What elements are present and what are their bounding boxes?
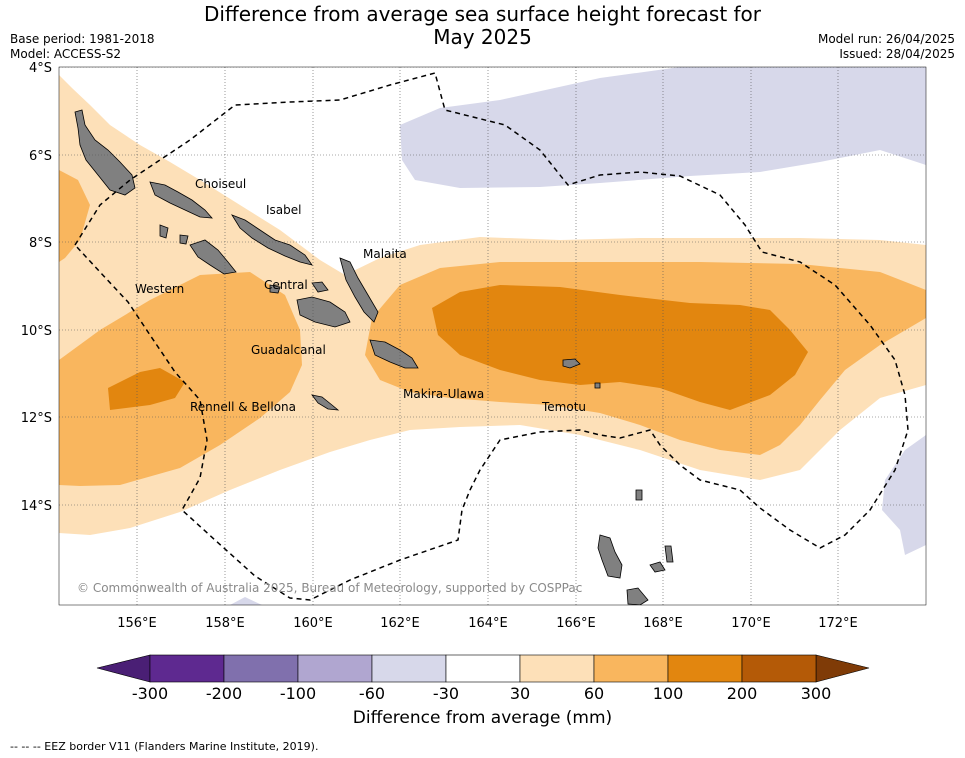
colorbar-tick: -200 bbox=[206, 684, 242, 703]
land-malaita bbox=[339, 257, 379, 323]
lat-label-8s: 8°S bbox=[29, 236, 52, 251]
longitude-labels: 156°E 158°E 160°E 162°E 164°E 166°E 168°… bbox=[117, 616, 858, 631]
lat-label-12s: 12°S bbox=[21, 411, 52, 426]
model-run: Model run: 26/04/2025 bbox=[817, 32, 955, 46]
base-period: Base period: 1981-2018 bbox=[10, 32, 155, 46]
gridlines bbox=[59, 67, 926, 605]
colorbar-tick: -100 bbox=[280, 684, 316, 703]
land-vanuatu-east bbox=[664, 545, 674, 563]
contour-60-100-west bbox=[59, 170, 90, 262]
land-guadalcanal bbox=[296, 296, 351, 328]
colorbar-tick: 300 bbox=[801, 684, 832, 703]
colorbar-tick: 100 bbox=[653, 684, 684, 703]
place-isabel: Isabel bbox=[266, 203, 301, 217]
land-vanuatu-malekula bbox=[649, 561, 666, 573]
colorbar-arrow-high bbox=[815, 654, 870, 683]
map-area bbox=[59, 67, 926, 605]
province-labels: Choiseul Isabel Malaita Western Central … bbox=[135, 177, 586, 414]
land-small-2 bbox=[159, 224, 169, 239]
lon-label-162e: 162°E bbox=[380, 616, 420, 631]
title-line-2: May 2025 bbox=[433, 25, 532, 49]
land-isabel bbox=[231, 214, 313, 266]
place-makira-ulawa: Makira-Ulawa bbox=[403, 387, 484, 401]
map-frame bbox=[58, 66, 927, 606]
place-guadalcanal: Guadalcanal bbox=[251, 343, 326, 357]
colorbar-tick: -60 bbox=[359, 684, 385, 703]
land-bougainville bbox=[74, 109, 136, 196]
colorbar-segment-7 bbox=[593, 654, 669, 683]
colorbar-label: Difference from average (mm) bbox=[352, 708, 613, 728]
place-malaita: Malaita bbox=[363, 247, 407, 261]
place-western: Western bbox=[135, 282, 184, 296]
colorbar-ticks: -300 -200 -100 -60 -30 30 60 100 200 300 bbox=[132, 684, 831, 703]
lat-label-4s: 4°S bbox=[29, 61, 52, 76]
contour-neg-30-southeast bbox=[882, 435, 926, 555]
meta-left: Base period: 1981-2018 Model: ACCESS-S2 bbox=[10, 32, 155, 62]
colorbar: -300 -200 -100 -60 -30 30 60 100 200 300 bbox=[96, 654, 870, 703]
lat-label-6s: 6°S bbox=[29, 149, 52, 164]
map-title: Difference from average sea surface heig… bbox=[0, 3, 965, 49]
lat-label-10s: 10°S bbox=[21, 324, 52, 339]
colorbar-arrow-low bbox=[96, 654, 151, 683]
land-rennell bbox=[311, 394, 340, 411]
contour-60-100-southwest bbox=[59, 272, 302, 486]
land-small-4 bbox=[269, 284, 281, 294]
model-name: Model: ACCESS-S2 bbox=[10, 47, 122, 61]
eez-solomon bbox=[74, 72, 909, 601]
lon-label-160e: 160°E bbox=[293, 616, 333, 631]
colorbar-segment-6 bbox=[519, 654, 595, 683]
colorbar-tick: 60 bbox=[584, 684, 604, 703]
land-choiseul bbox=[149, 181, 213, 219]
land-vanuatu-small bbox=[626, 587, 649, 605]
land-vanuatu-espiritu bbox=[597, 534, 623, 579]
contour-neg-30-south bbox=[230, 597, 262, 605]
land-vanuatu-north bbox=[635, 489, 643, 501]
colorbar-tick: -30 bbox=[433, 684, 459, 703]
colorbar-segment-8 bbox=[667, 654, 743, 683]
colorbar-segment-2 bbox=[223, 654, 299, 683]
lon-label-168e: 168°E bbox=[643, 616, 683, 631]
colorbar-segment-9 bbox=[741, 654, 817, 683]
eez-legend-note: -- -- -- EEZ border V11 (Flanders Marine… bbox=[10, 740, 319, 753]
lon-label-164e: 164°E bbox=[468, 616, 508, 631]
title-line-1: Difference from average sea surface heig… bbox=[203, 2, 762, 26]
lon-label-158e: 158°E bbox=[205, 616, 245, 631]
land-small-1 bbox=[594, 382, 601, 389]
land-new-georgia bbox=[189, 239, 237, 275]
colorbar-tick: 30 bbox=[510, 684, 530, 703]
colorbar-segment-3 bbox=[297, 654, 373, 683]
place-rennell-bellona: Rennell & Bellona bbox=[190, 400, 296, 414]
issued-date: Issued: 28/04/2025 bbox=[839, 47, 955, 61]
contour-100-200-east bbox=[432, 285, 808, 410]
colorbar-tick: -300 bbox=[132, 684, 168, 703]
colorbar-tick: 200 bbox=[727, 684, 758, 703]
land-florida-is bbox=[311, 281, 329, 293]
contour-100-200-southwest bbox=[108, 368, 185, 410]
place-temotu: Temotu bbox=[541, 400, 586, 414]
lat-label-14s: 14°S bbox=[21, 499, 52, 514]
eez-borders bbox=[74, 72, 909, 601]
lon-label-156e: 156°E bbox=[117, 616, 157, 631]
meta-right: Model run: 26/04/2025 Issued: 28/04/2025 bbox=[818, 32, 955, 62]
latitude-labels: 4°S 6°S 8°S 10°S 12°S 14°S bbox=[21, 61, 52, 514]
lon-label-170e: 170°E bbox=[731, 616, 771, 631]
colorbar-segment-5 bbox=[445, 654, 521, 683]
colorbar-segment-4 bbox=[371, 654, 447, 683]
land-masses bbox=[74, 109, 674, 605]
lon-label-166e: 166°E bbox=[556, 616, 596, 631]
place-choiseul: Choiseul bbox=[195, 177, 246, 191]
land-makira bbox=[369, 339, 419, 369]
copyright-text: © Commonwealth of Australia 2025, Bureau… bbox=[77, 581, 582, 595]
place-central: Central bbox=[264, 278, 308, 292]
lon-label-172e: 172°E bbox=[818, 616, 858, 631]
colorbar-segment-1 bbox=[149, 654, 225, 683]
